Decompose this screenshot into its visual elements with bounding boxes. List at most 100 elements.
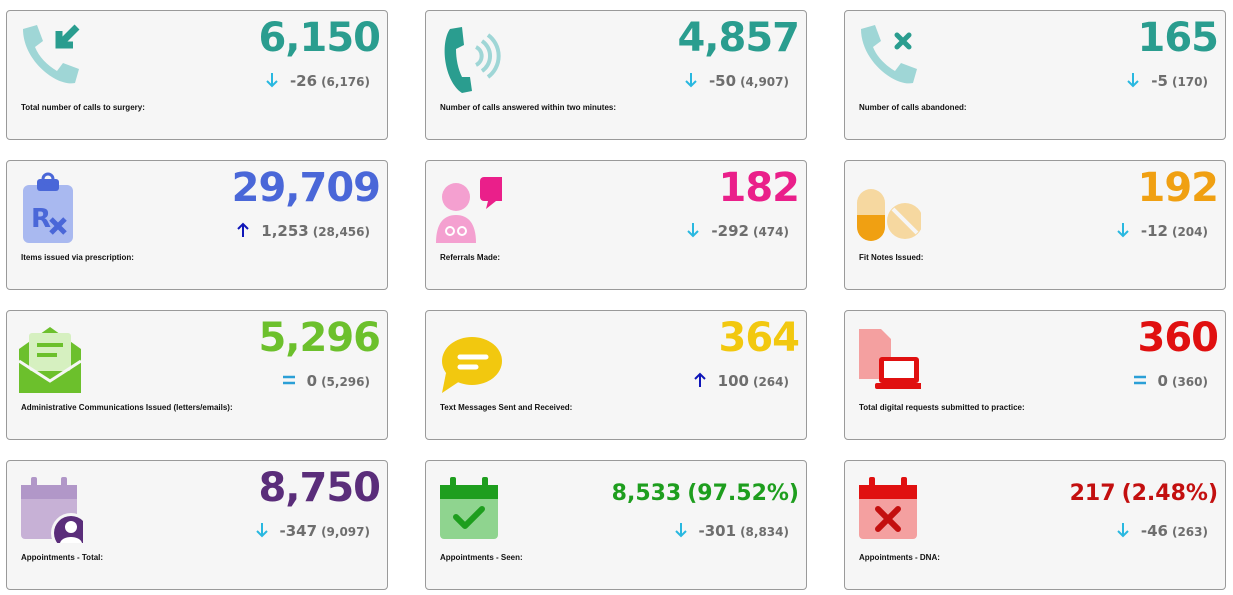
card-calls-answered: 4,857 -50 (4,907) Number of calls answere… [425, 10, 807, 140]
arrow-up-icon [237, 222, 249, 237]
card-delta: -26 (6,176) [264, 69, 370, 94]
card-previous: (263) [1171, 525, 1208, 539]
card-value: 364 [718, 315, 800, 361]
card-text-messages: 364 100 (264) Text Messages Sent and Rece… [425, 310, 807, 440]
card-change: -46 [1140, 522, 1168, 540]
card-value: 6,150 [258, 15, 381, 61]
card-change: 0 [1157, 372, 1168, 390]
card-delta: 0 (360) [1132, 369, 1208, 394]
equals-icon [1133, 375, 1146, 385]
card-change: -26 [289, 72, 318, 90]
card-previous: (170) [1171, 75, 1208, 89]
card-delta: -46 (263) [1115, 519, 1208, 544]
arrow-up-icon [693, 372, 706, 387]
card-change: -301 [698, 522, 737, 540]
card-label: Total number of calls to surgery: [21, 103, 145, 112]
card-total-calls: 6,150 -26 (6,176) Total number of calls t… [6, 10, 388, 140]
card-delta: 100 (264) [692, 369, 789, 394]
card-delta: -347 (9,097) [254, 519, 370, 544]
phone-ringing-icon [436, 21, 502, 93]
card-change: 1,253 [261, 222, 309, 240]
card-calls-abandoned: 165 -5 (170) Number of calls abandoned: [844, 10, 1226, 140]
card-delta: 1,253 (28,456) [235, 219, 370, 244]
card-label: Administrative Communications Issued (le… [21, 403, 233, 412]
card-value: 8,750 [258, 465, 381, 511]
card-previous: (474) [752, 225, 789, 239]
card-previous: (204) [1171, 225, 1208, 239]
card-previous: (360) [1171, 375, 1208, 389]
equals-icon [282, 375, 295, 385]
card-delta: -5 (170) [1125, 69, 1208, 94]
card-delta: 0 (5,296) [281, 369, 370, 394]
card-value: 165 [1137, 15, 1219, 61]
arrow-down-icon [1127, 73, 1140, 88]
card-value: 192 [1137, 165, 1219, 211]
envelope-letter-icon [17, 321, 83, 393]
prescription-clipboard-icon: R [17, 171, 83, 243]
arrow-down-icon [255, 523, 268, 538]
doctor-referral-icon [436, 171, 502, 243]
card-change: -5 [1151, 72, 1168, 90]
card-digital-requests: 360 0 (360) Total digital requests submit… [844, 310, 1226, 440]
card-previous: (9,097) [321, 525, 370, 539]
card-value: 217 [1069, 481, 1116, 506]
arrow-down-icon [1117, 523, 1129, 538]
calendar-check-icon [436, 471, 502, 543]
card-label: Number of calls abandoned: [859, 103, 967, 112]
card-value-group: 217 (2.48%) [1070, 479, 1218, 509]
card-appointments-seen: 8,533 (97.52%) -301 (8,834) Appointments -… [425, 460, 807, 590]
card-change: -292 [711, 222, 749, 240]
card-label: Number of calls answered within two minu… [440, 103, 617, 112]
card-value: 4,857 [677, 15, 800, 61]
card-label: Fit Notes Issued: [859, 253, 924, 262]
card-percent: (97.52%) [687, 481, 799, 506]
card-previous: (28,456) [312, 225, 370, 239]
arrow-down-icon [674, 523, 687, 538]
card-change: 100 [717, 372, 749, 390]
card-value: 5,296 [258, 315, 381, 361]
card-label: Appointments - DNA: [859, 553, 940, 562]
arrow-down-icon [1117, 223, 1129, 238]
card-previous: (5,296) [321, 375, 370, 389]
card-previous: (264) [752, 375, 789, 389]
card-previous: (4,907) [740, 75, 789, 89]
card-delta: -301 (8,834) [673, 519, 789, 544]
card-previous: (6,176) [321, 75, 370, 89]
card-referrals: 182 -292 (474) Referrals Made: [425, 160, 807, 290]
arrow-down-icon [266, 73, 278, 88]
card-fit-notes: 192 -12 (204) Fit Notes Issued: [844, 160, 1226, 290]
card-value-group: 8,533 (97.52%) [612, 479, 799, 509]
card-label: Referrals Made: [440, 253, 501, 262]
card-delta: -50 (4,907) [683, 69, 789, 94]
card-value: 182 [718, 165, 800, 211]
card-value: 360 [1137, 315, 1219, 361]
speech-bubble-icon [436, 321, 502, 393]
card-label: Appointments - Seen: [440, 553, 523, 562]
card-value: 29,709 [231, 165, 381, 211]
card-value: 8,533 [611, 481, 682, 506]
arrow-down-icon [687, 223, 700, 238]
card-delta: -292 (474) [685, 219, 789, 244]
card-change: -12 [1140, 222, 1168, 240]
card-label: Text Messages Sent and Received: [440, 403, 573, 412]
card-label: Appointments - Total: [21, 553, 104, 562]
card-label: Items issued via prescription: [21, 253, 134, 262]
phone-missed-icon [855, 21, 921, 93]
card-change: -347 [279, 522, 318, 540]
calendar-person-icon [17, 471, 83, 543]
card-change: 0 [306, 372, 318, 390]
document-laptop-icon [855, 321, 921, 393]
card-previous: (8,834) [740, 525, 789, 539]
card-percent: (2.48%) [1121, 481, 1218, 506]
arrow-down-icon [685, 73, 697, 88]
svg-text:R: R [31, 204, 51, 234]
card-change: -50 [708, 72, 737, 90]
card-delta: -12 (204) [1115, 219, 1208, 244]
phone-incoming-icon [17, 21, 83, 93]
card-label: Total digital requests submitted to prac… [859, 403, 1025, 412]
pills-icon [855, 171, 921, 243]
card-appointments-total: 8,750 -347 (9,097) Appointments - Total: [6, 460, 388, 590]
card-appointments-dna: 217 (2.48%) -46 (263) Appointments - DNA: [844, 460, 1226, 590]
card-admin-comms: 5,296 0 (5,296) Administrative Communicat… [6, 310, 388, 440]
card-prescription-items: R 29,709 1,253 (28,456) Items issued via … [6, 160, 388, 290]
